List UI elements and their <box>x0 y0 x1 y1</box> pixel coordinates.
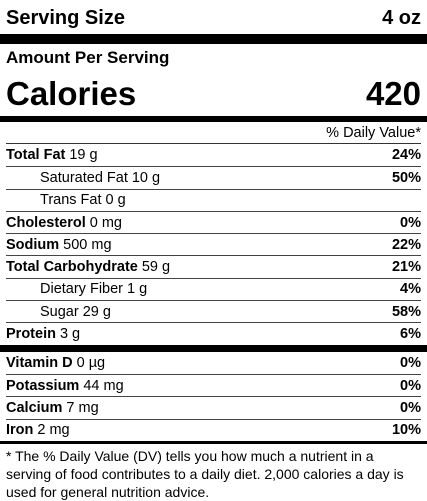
nutrient-row: Total Carbohydrate 59 g 21% <box>6 255 421 277</box>
calories-label: Calories <box>6 75 137 112</box>
daily-value: 10% <box>391 422 421 439</box>
nutrient-amount: 2 mg <box>37 422 70 439</box>
nutrient-name: Cholesterol <box>6 214 86 231</box>
nutrient-amount: 500 mg <box>63 236 112 253</box>
nutrient-amount: 29 g <box>82 303 111 320</box>
daily-value: 58% <box>391 303 421 320</box>
serving-value: 4 oz <box>382 6 421 29</box>
daily-value: 0% <box>400 399 421 416</box>
nutrient-amount: 0 mg <box>89 214 123 231</box>
daily-value-header-text: % Daily Value* <box>326 124 421 141</box>
nutrient-text: Sugar 29 g <box>40 304 111 320</box>
divider <box>0 116 427 122</box>
nutrient-list: Total Fat 19 g 24% Saturated Fat 10 g 50% Tran… <box>6 144 421 345</box>
daily-value: 4% <box>400 281 421 298</box>
nutrient-text: Trans Fat 0 g <box>40 192 126 208</box>
calories-row: Calories 420 <box>6 72 421 116</box>
nutrient-name: Saturated Fat <box>40 169 128 186</box>
nutrient-row: Protein 3 g 6% <box>6 322 421 344</box>
nutrient-row: Sugar 29 g 58% <box>6 300 421 322</box>
nutrient-text: Iron 2 mg <box>6 422 70 438</box>
calories-value: 420 <box>365 75 421 112</box>
nutrient-name: Total Fat <box>6 147 66 164</box>
nutrient-text: Cholesterol 0 mg <box>6 215 122 231</box>
nutrient-row: Cholesterol 0 mg 0% <box>6 210 421 233</box>
divider <box>0 344 427 352</box>
nutrient-text: Total Fat 19 g <box>6 147 98 163</box>
nutrient-name: Dietary Fiber <box>40 281 123 298</box>
daily-value-header: % Daily Value* <box>6 122 421 144</box>
nutrient-name: Trans Fat <box>40 192 102 209</box>
serving-label: Serving Size <box>6 6 125 29</box>
footnote: * The % Daily Value (DV) tells you how m… <box>6 447 404 500</box>
nutrient-row: Dietary Fiber 1 g 4% <box>6 277 421 300</box>
daily-value: 0% <box>400 214 421 231</box>
nutrient-amount: 0 µg <box>76 354 106 371</box>
divider <box>0 440 427 444</box>
daily-value: 50% <box>391 169 421 186</box>
nutrient-text: Saturated Fat 10 g <box>40 170 160 186</box>
nutrient-row: Calcium 7 mg 0% <box>6 396 421 418</box>
nutrient-amount: 44 mg <box>83 377 124 394</box>
nutrient-row: Saturated Fat 10 g 50% <box>6 166 421 188</box>
nutrient-amount: 59 g <box>141 259 171 276</box>
nutrient-amount: 3 g <box>59 326 81 343</box>
nutrient-name: Sodium <box>6 236 60 253</box>
nutrient-text: Potassium 44 mg <box>6 378 124 394</box>
nutrient-amount: 7 mg <box>66 399 99 416</box>
nutrient-text: Calcium 7 mg <box>6 400 99 416</box>
divider <box>0 34 427 44</box>
amount-per-serving-text: Amount Per Serving <box>6 48 170 67</box>
daily-value: 21% <box>391 259 421 276</box>
nutrient-row: Potassium 44 mg 0% <box>6 373 421 396</box>
nutrient-row: Sodium 500 mg 22% <box>6 233 421 255</box>
nutrient-row: Total Fat 19 g 24% <box>6 144 421 166</box>
nutrient-amount: 0 g <box>105 192 126 209</box>
nutrient-amount: 1 g <box>127 281 148 298</box>
nutrient-name: Potassium <box>6 377 80 394</box>
nutrient-name: Calcium <box>6 399 63 416</box>
nutrient-row: Iron 2 mg 10% <box>6 418 421 441</box>
nutrient-name: Total Carbohydrate <box>6 259 138 276</box>
nutrient-name: Sugar <box>40 303 79 320</box>
daily-value: 0% <box>400 377 421 394</box>
nutrient-row: Trans Fat 0 g <box>6 188 421 211</box>
nutrient-text: Sodium 500 mg <box>6 237 112 253</box>
nutrient-text: Total Carbohydrate 59 g <box>6 259 170 275</box>
nutrient-name: Protein <box>6 326 56 343</box>
daily-value: 24% <box>391 147 421 164</box>
nutrient-name: Iron <box>6 422 34 439</box>
daily-value: 22% <box>391 236 421 253</box>
nutrient-amount: 10 g <box>131 169 161 186</box>
nutrient-text: Dietary Fiber 1 g <box>40 281 147 297</box>
nutrient-name: Vitamin D <box>6 354 73 371</box>
nutrient-amount: 19 g <box>69 147 98 164</box>
amount-per-serving: Amount Per Serving <box>6 44 421 72</box>
daily-value: 0% <box>400 354 421 371</box>
daily-value: 6% <box>400 326 421 343</box>
nutrient-text: Protein 3 g <box>6 326 80 342</box>
serving-row: Serving Size 4 oz <box>6 0 421 34</box>
